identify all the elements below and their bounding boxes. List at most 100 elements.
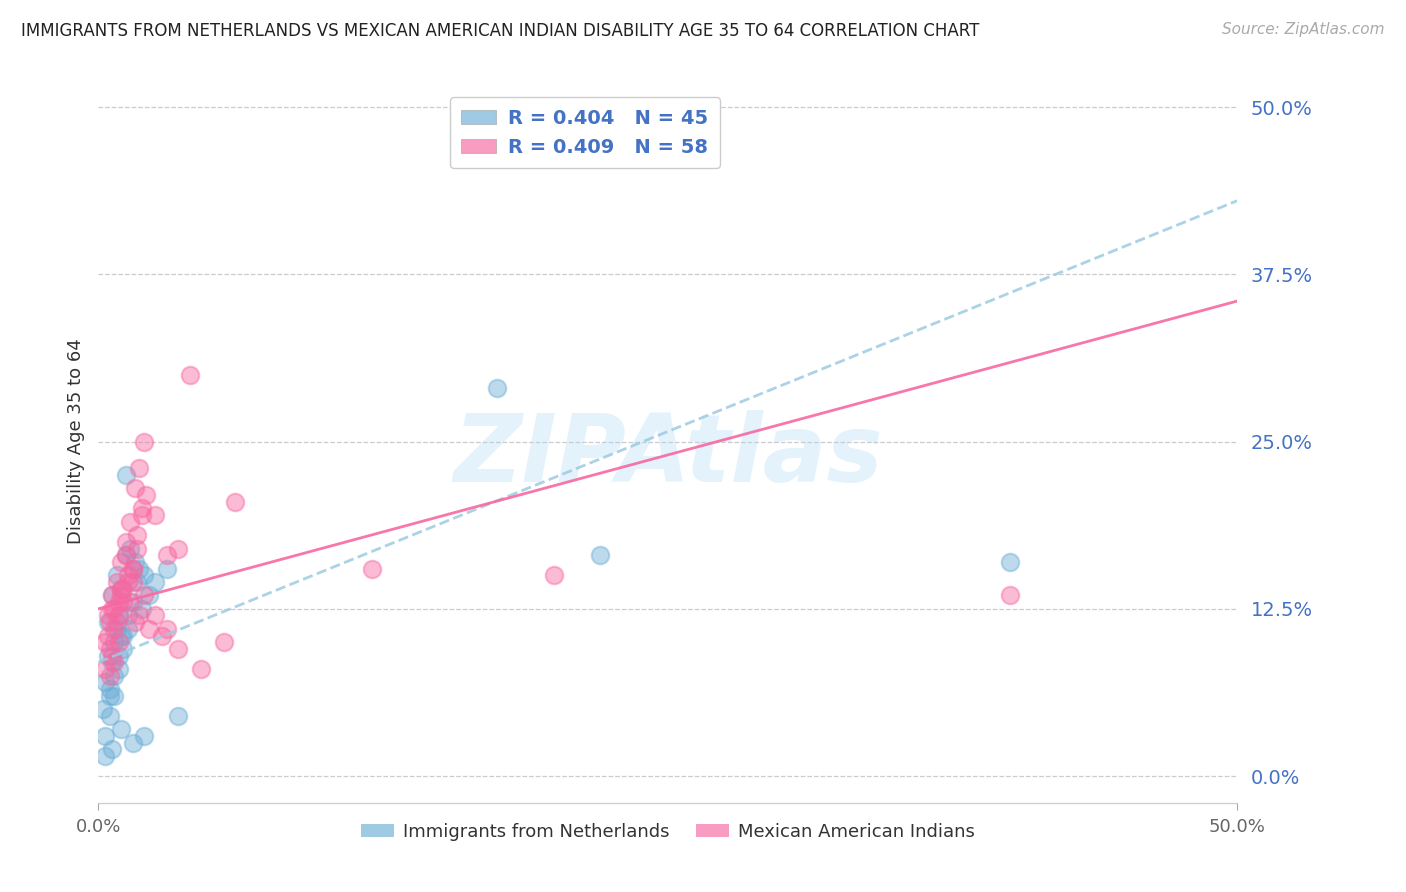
Point <box>124 555 146 569</box>
Point <box>132 434 155 449</box>
Point <box>105 574 128 589</box>
Point <box>101 589 124 603</box>
Point <box>96 608 118 623</box>
Point <box>98 689 121 703</box>
Point <box>101 589 124 603</box>
Point <box>360 562 382 576</box>
Point <box>110 628 132 642</box>
Point <box>108 635 131 649</box>
Point <box>117 608 139 623</box>
Point <box>132 589 155 603</box>
Point <box>94 662 117 676</box>
Point <box>127 541 149 556</box>
Point <box>101 648 124 663</box>
Point <box>101 602 124 616</box>
Point <box>108 608 131 623</box>
Point <box>103 689 125 703</box>
Point <box>91 702 114 716</box>
Point <box>96 615 118 630</box>
Point <box>103 622 125 636</box>
Point <box>131 602 153 616</box>
Point <box>167 708 190 723</box>
Point <box>108 648 131 663</box>
Point <box>167 642 190 657</box>
Legend: Immigrants from Netherlands, Mexican American Indians: Immigrants from Netherlands, Mexican Ame… <box>354 815 981 848</box>
Point <box>121 562 143 576</box>
Point <box>114 467 136 482</box>
Point <box>543 568 565 582</box>
Point <box>108 662 131 676</box>
Point <box>98 642 121 657</box>
Point <box>94 635 117 649</box>
Point <box>103 655 125 669</box>
Point <box>145 608 167 623</box>
Point <box>98 708 121 723</box>
Point <box>94 675 117 690</box>
Point <box>128 562 150 576</box>
Point <box>145 574 167 589</box>
Point <box>156 622 179 636</box>
Point <box>105 622 128 636</box>
Point <box>117 622 139 636</box>
Point <box>128 608 150 623</box>
Point <box>101 742 124 756</box>
Point <box>132 568 155 582</box>
Point <box>101 655 124 669</box>
Point <box>108 608 131 623</box>
Point <box>588 548 610 563</box>
Point <box>156 562 179 576</box>
Point <box>132 729 155 743</box>
Point <box>135 488 157 502</box>
Point <box>105 615 128 630</box>
Text: IMMIGRANTS FROM NETHERLANDS VS MEXICAN AMERICAN INDIAN DISABILITY AGE 35 TO 64 C: IMMIGRANTS FROM NETHERLANDS VS MEXICAN A… <box>21 22 980 40</box>
Point <box>127 528 149 542</box>
Point <box>131 501 153 516</box>
Point <box>110 582 132 596</box>
Point <box>96 648 118 663</box>
Point <box>138 622 160 636</box>
Point <box>110 582 132 596</box>
Text: Source: ZipAtlas.com: Source: ZipAtlas.com <box>1222 22 1385 37</box>
Point <box>103 635 125 649</box>
Point <box>138 589 160 603</box>
Point <box>98 669 121 683</box>
Point <box>121 574 143 589</box>
Point <box>998 555 1021 569</box>
Point <box>114 548 136 563</box>
Point <box>112 595 135 609</box>
Point <box>103 669 125 683</box>
Point <box>105 568 128 582</box>
Point <box>94 729 117 743</box>
Point <box>224 494 246 508</box>
Point <box>110 589 132 603</box>
Point <box>156 548 179 563</box>
Point <box>120 541 142 556</box>
Point <box>121 595 143 609</box>
Point <box>117 568 139 582</box>
Point <box>127 574 149 589</box>
Point <box>167 541 190 556</box>
Point <box>110 555 132 569</box>
Y-axis label: Disability Age 35 to 64: Disability Age 35 to 64 <box>66 339 84 544</box>
Point <box>96 628 118 642</box>
Point <box>117 574 139 589</box>
Point <box>120 515 142 529</box>
Point <box>110 723 132 737</box>
Point <box>121 735 143 749</box>
Point <box>112 628 135 642</box>
Point <box>98 615 121 630</box>
Point <box>94 749 117 764</box>
Point <box>98 681 121 696</box>
Point <box>114 534 136 549</box>
Point <box>112 642 135 657</box>
Point <box>114 548 136 563</box>
Point <box>103 602 125 616</box>
Point <box>486 381 509 395</box>
Point <box>112 582 135 596</box>
Point <box>124 482 146 496</box>
Point <box>120 595 142 609</box>
Point <box>124 615 146 630</box>
Point <box>179 368 201 382</box>
Point <box>190 662 212 676</box>
Point <box>150 628 173 642</box>
